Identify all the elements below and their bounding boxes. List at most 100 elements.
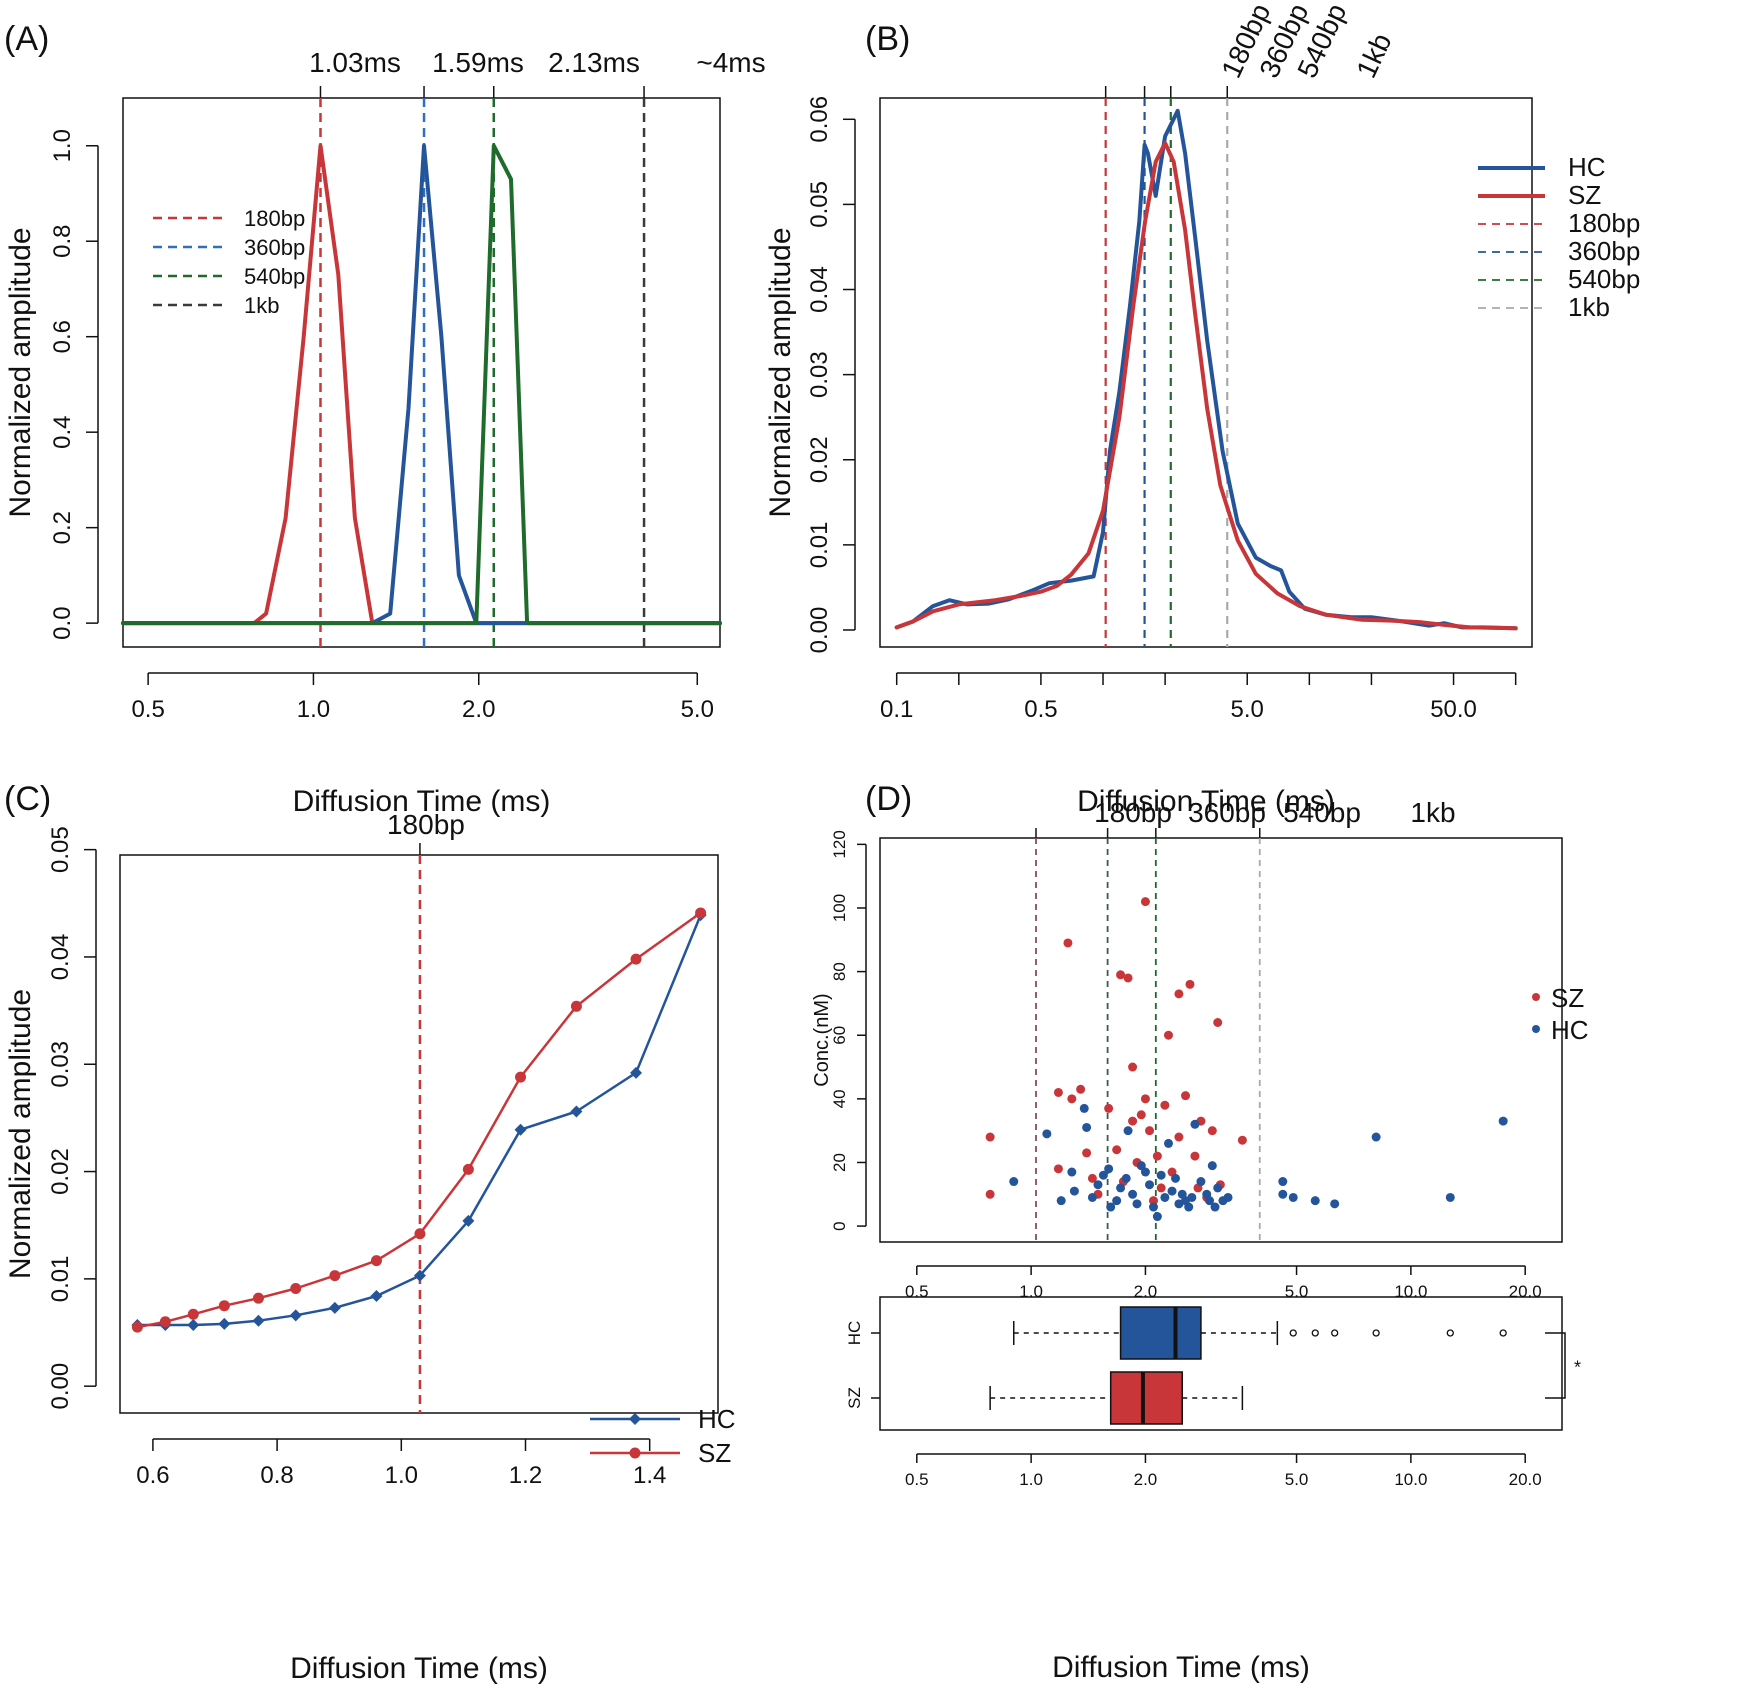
data-point-SZ xyxy=(414,1228,426,1240)
legend-label: SZ xyxy=(1568,180,1601,210)
data-point-SZ xyxy=(1140,1094,1150,1104)
group-label: HC xyxy=(845,1321,864,1346)
y-tick-label: 0.01 xyxy=(806,522,833,569)
data-point-SZ xyxy=(1063,938,1073,948)
y-axis-title: Conc.(nM) xyxy=(811,993,833,1086)
data-point-HC xyxy=(1136,1161,1146,1171)
data-point-SZ xyxy=(1145,1126,1155,1136)
data-point-HC xyxy=(1152,1212,1162,1222)
series-line-360bp xyxy=(121,143,722,626)
data-point-HC xyxy=(1145,1180,1155,1190)
data-point-HC xyxy=(1079,1103,1089,1113)
outlier-HC xyxy=(1446,1329,1454,1337)
data-point-HC xyxy=(1498,1116,1508,1126)
data-point-HC xyxy=(1140,1167,1150,1177)
panel-label: (C) xyxy=(4,780,51,818)
data-point-HC xyxy=(1196,1177,1206,1187)
data-point-HC xyxy=(1132,1199,1142,1209)
data-point-SZ xyxy=(1181,1091,1191,1101)
outlier-HC xyxy=(1311,1329,1319,1337)
data-point-HC xyxy=(1104,1164,1114,1174)
data-point-HC xyxy=(1112,1196,1122,1206)
y-tick-label: 0.00 xyxy=(47,1363,74,1410)
data-point-HC xyxy=(370,1290,383,1303)
legend-label: 180bp xyxy=(244,206,305,231)
top-axis-label: 360bp xyxy=(1188,797,1266,828)
y-tick-label: 0.6 xyxy=(49,320,76,353)
data-point-HC xyxy=(1371,1132,1381,1142)
boxplot-frame xyxy=(879,1296,1563,1431)
x-tick-label: 0.5 xyxy=(905,1470,929,1489)
data-point-HC xyxy=(252,1314,265,1327)
data-point-SZ xyxy=(1087,1173,1097,1183)
data-point-HC xyxy=(1288,1192,1298,1202)
data-point-SZ xyxy=(252,1292,264,1304)
data-point-SZ xyxy=(1076,1084,1086,1094)
data-point-HC xyxy=(570,1105,583,1118)
x-tick-label: 1.4 xyxy=(633,1462,666,1489)
data-point-SZ xyxy=(695,907,707,919)
data-point-SZ xyxy=(1082,1148,1092,1158)
box-HC xyxy=(1119,1306,1202,1360)
y-tick-label: 0.05 xyxy=(806,181,833,228)
data-point-HC xyxy=(1148,1202,1158,1212)
series-line-180bp xyxy=(121,143,722,626)
data-point-SZ xyxy=(1128,1116,1138,1126)
data-point-HC xyxy=(1190,1119,1200,1129)
x-tick-label: 0.6 xyxy=(136,1462,169,1489)
y-tick-label: 1.0 xyxy=(49,129,76,162)
data-point-SZ xyxy=(1116,970,1126,980)
group-label: SZ xyxy=(845,1387,864,1409)
panel-label: (D) xyxy=(865,780,912,818)
y-tick-label: 60 xyxy=(830,1026,849,1045)
y-tick-label: 0.8 xyxy=(49,225,76,258)
x-tick-label: 0.5 xyxy=(905,1282,929,1301)
y-tick-label: 0.05 xyxy=(47,826,74,873)
x-tick-label: 0.5 xyxy=(131,696,164,723)
data-point-HC xyxy=(462,1214,475,1227)
data-point-SZ xyxy=(1237,1135,1247,1145)
data-point-SZ xyxy=(630,953,642,965)
x-tick-label: 1.0 xyxy=(297,696,330,723)
legend-label: 180bp xyxy=(1568,208,1640,238)
y-tick-label: 100 xyxy=(830,894,849,922)
y-axis-title: Normalized amplitude xyxy=(4,227,37,517)
box-SZ xyxy=(1109,1371,1183,1425)
data-point-HC xyxy=(1056,1196,1066,1206)
data-point-SZ xyxy=(1067,1094,1077,1104)
y-tick-label: 0.04 xyxy=(806,266,833,313)
series-line-540bp xyxy=(121,143,722,626)
plot-frame-d xyxy=(879,837,1563,1243)
y-tick-label: 0.02 xyxy=(47,1148,74,1195)
data-point-SZ xyxy=(462,1163,474,1175)
legend-label: 1kb xyxy=(1568,292,1610,322)
y-tick-label: 0.03 xyxy=(47,1041,74,1088)
data-point-HC xyxy=(1082,1122,1092,1132)
y-tick-label: 0.01 xyxy=(47,1256,74,1303)
outlier-HC xyxy=(1289,1329,1297,1337)
data-point-HC xyxy=(1330,1199,1340,1209)
legend-label: SZ xyxy=(1551,983,1584,1013)
x-tick-label: 20.0 xyxy=(1509,1470,1542,1489)
top-axis-label: 180bp xyxy=(387,809,465,840)
outlier-HC xyxy=(1372,1329,1380,1337)
data-point-HC xyxy=(1205,1196,1215,1206)
legend-label: 540bp xyxy=(1568,264,1640,294)
y-tick-label: 0.0 xyxy=(49,606,76,639)
top-axis-label: 1kb xyxy=(1350,29,1397,83)
data-point-SZ xyxy=(329,1270,341,1282)
x-tick-label: 20.0 xyxy=(1509,1282,1542,1301)
y-tick-label: 0.02 xyxy=(806,436,833,483)
data-point-HC xyxy=(413,1269,426,1282)
legend-label: 1kb xyxy=(244,293,279,318)
y-tick-label: 0.2 xyxy=(49,511,76,544)
outlier-HC xyxy=(1499,1329,1507,1337)
y-tick-label: 0.03 xyxy=(806,351,833,398)
x-tick-label: 5.0 xyxy=(1231,696,1264,723)
data-point-HC xyxy=(1171,1173,1181,1183)
data-point-HC xyxy=(514,1123,527,1136)
data-point-SZ xyxy=(1163,1030,1173,1040)
x-tick-label: 5.0 xyxy=(1285,1282,1309,1301)
